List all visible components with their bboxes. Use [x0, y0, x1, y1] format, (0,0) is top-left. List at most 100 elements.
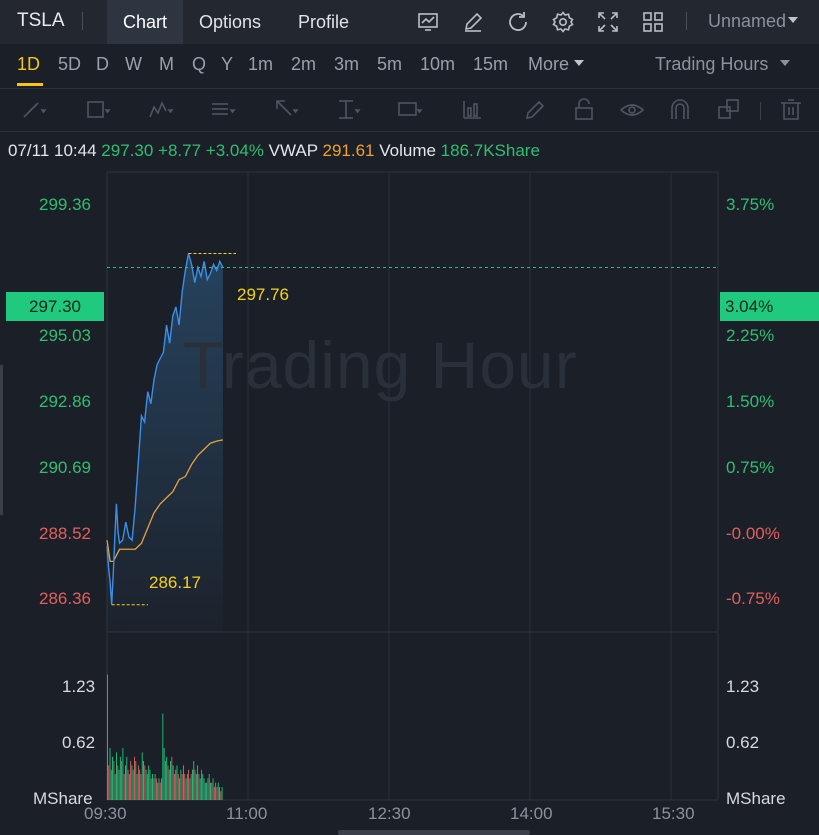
indicator-icon[interactable]	[460, 97, 486, 123]
arrow-icon[interactable]	[273, 97, 299, 123]
volume-bar	[167, 765, 169, 800]
tab-options[interactable]: Options	[199, 12, 262, 32]
volume-bar	[110, 769, 112, 800]
volume-bar	[188, 769, 190, 800]
y-tick-label-right: 1.50%	[726, 392, 775, 411]
volume-bar	[148, 765, 150, 800]
chart-lines	[106, 253, 718, 606]
volume-bar	[181, 774, 183, 800]
layers-icon[interactable]	[716, 97, 742, 123]
chart-settings-icon[interactable]	[416, 10, 440, 34]
volume-bar	[184, 774, 186, 800]
period-5m[interactable]: 5m	[377, 54, 403, 74]
volume-bar	[217, 782, 219, 800]
volume-bar	[168, 769, 170, 800]
volume-bar	[185, 778, 187, 800]
volume-bar	[119, 756, 121, 800]
price-area-fill	[107, 253, 223, 633]
volume-bar	[194, 769, 196, 800]
vwap-label: VWAP	[268, 141, 318, 160]
period-y[interactable]: Y	[221, 54, 234, 74]
fib-icon[interactable]	[210, 97, 236, 123]
volume-bar	[153, 778, 155, 800]
y-tick-label-left: 295.03	[39, 326, 91, 346]
vwap-value: 291.61	[322, 141, 375, 160]
volume-bar	[128, 774, 130, 800]
volume-bar	[154, 774, 156, 800]
trading-hours-label: Trading Hours	[655, 54, 769, 74]
trading-hours-dropdown[interactable]: Trading Hours	[655, 54, 791, 75]
settings-gear-icon[interactable]	[551, 10, 575, 34]
refresh-icon[interactable]	[506, 10, 530, 34]
timeline-scrollbar[interactable]	[338, 830, 530, 835]
ticker-symbol[interactable]: TSLA	[17, 10, 65, 31]
trash-icon[interactable]	[778, 97, 804, 123]
period-3m[interactable]: 3m	[334, 54, 360, 74]
vol-axis-right-1: 1.23	[726, 677, 760, 696]
volume-bar	[193, 761, 195, 800]
volume-bar	[139, 769, 141, 800]
rectangle-icon[interactable]	[85, 97, 111, 123]
draw-icon[interactable]	[461, 10, 485, 34]
layout-name-dropdown[interactable]: Unnamed	[708, 11, 799, 32]
left-resize-handle[interactable]	[0, 365, 3, 515]
text-icon[interactable]	[397, 97, 423, 123]
period-5d[interactable]: 5D	[58, 54, 82, 74]
volume-bar	[137, 765, 139, 800]
chevron-down-icon	[780, 60, 791, 67]
volume-bar	[117, 765, 119, 800]
period-m[interactable]: M	[159, 54, 174, 74]
period-10m[interactable]: 10m	[420, 54, 456, 74]
pattern-icon[interactable]	[148, 97, 174, 123]
volume-bar	[189, 778, 191, 800]
eye-icon[interactable]	[619, 97, 645, 123]
volume-bar	[136, 774, 138, 800]
period-bar: 1D 5D D W M Q Y 1m 2m 3m 5m 10m 15m More…	[0, 44, 819, 87]
volume-bar	[123, 774, 125, 800]
volume-bar	[152, 774, 153, 800]
divider	[686, 12, 687, 30]
quote-price: 297.30	[101, 141, 154, 160]
period-2m[interactable]: 2m	[291, 54, 317, 74]
level-icon[interactable]	[335, 97, 361, 123]
volume-bar	[132, 769, 134, 800]
quote-change: +8.77	[158, 141, 202, 160]
magnet-icon[interactable]	[667, 97, 693, 123]
chart-watermark: Trading Hour	[183, 328, 578, 402]
lock-icon[interactable]	[571, 97, 597, 123]
volume-bar	[183, 765, 184, 800]
period-d[interactable]: D	[96, 54, 109, 74]
volume-bar	[144, 765, 146, 800]
period-1d[interactable]: 1D	[17, 54, 41, 74]
chevron-down-icon	[788, 17, 799, 24]
period-15m[interactable]: 15m	[473, 54, 509, 74]
volume-bar	[159, 782, 161, 800]
more-periods-dropdown[interactable]: More	[528, 54, 585, 75]
period-1m[interactable]: 1m	[248, 54, 274, 74]
volume-bar	[109, 748, 111, 800]
volume-bar	[122, 748, 124, 800]
grid-layout-icon[interactable]	[641, 10, 665, 34]
volume-bar	[126, 756, 128, 800]
volume-bar	[114, 774, 116, 800]
volume-bar	[221, 787, 223, 800]
volume-bar	[146, 774, 148, 800]
tab-profile[interactable]: Profile	[298, 12, 350, 32]
volume-bar	[143, 761, 144, 800]
volume-bar	[164, 761, 166, 800]
period-q[interactable]: Q	[192, 54, 207, 74]
active-period-indicator	[17, 83, 43, 86]
fullscreen-icon[interactable]	[596, 10, 620, 34]
volume-bar	[149, 769, 151, 800]
period-w[interactable]: W	[125, 54, 142, 74]
vol-axis-left-1: 1.23	[62, 677, 96, 696]
high-price-annotation: 297.76	[237, 285, 289, 304]
volume-bar	[190, 774, 192, 800]
volume-bar	[134, 756, 135, 800]
pen-icon[interactable]	[522, 97, 548, 123]
tab-chart[interactable]: Chart	[107, 0, 183, 44]
trend-line-icon[interactable]	[20, 97, 46, 123]
volume-bar	[216, 787, 218, 800]
volume-bar	[141, 752, 143, 800]
